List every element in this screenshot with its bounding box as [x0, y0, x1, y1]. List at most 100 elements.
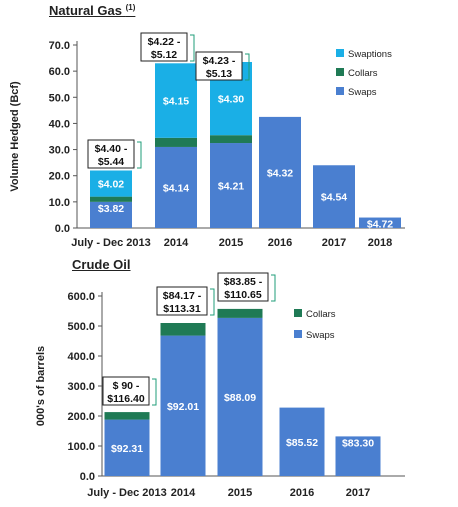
gas-swaps-data-label: $4.54: [321, 192, 347, 204]
gas-swaptions-data-label: $4.30: [218, 94, 244, 106]
gas-category-label: 2018: [368, 237, 392, 249]
gas-collar-range-high: $5.44: [98, 156, 124, 168]
gas-collar-range-high: $5.13: [206, 68, 232, 80]
oil-bar-swaps: [160, 335, 206, 476]
gas-bar-swaps: [155, 146, 197, 228]
gas-y-axis-label: Volume Hedged (Bcf): [9, 81, 21, 192]
oil-collar-range-high: $116.40: [107, 393, 145, 405]
gas-chart-title: Natural Gas (1): [49, 3, 136, 18]
gas-swaps-data-label: $4.32: [267, 167, 293, 179]
oil-tick-label: 100.0: [67, 441, 95, 453]
gas-collar-range-box: [87, 139, 135, 169]
gas-swaps-data-label: $4.14: [163, 182, 189, 194]
gas-collar-bracket: [137, 141, 142, 169]
gas-bar-swaps: [90, 201, 132, 228]
oil-tick-label: 0.0: [80, 471, 95, 483]
oil-collar-range-box: [217, 272, 269, 302]
oil-bar-collars: [217, 308, 263, 318]
gas-bar-swaptions: [90, 170, 132, 197]
gas-collar-range-low: $4.22 -: [148, 36, 181, 48]
oil-category-label: 2015: [228, 487, 252, 499]
oil-tick-label: 400.0: [67, 351, 95, 363]
oil-swaps-data-label: $88.09: [224, 392, 256, 404]
oil-bar-swaps: [335, 436, 381, 476]
oil-collar-range-high: $113.31: [163, 303, 201, 315]
gas-category-label: 2015: [219, 237, 243, 249]
oil-collar-range-box: [102, 376, 150, 406]
oil-bar-swaps: [217, 317, 263, 476]
oil-swaps-data-label: $92.01: [167, 401, 199, 413]
gas-swaptions-data-label: $4.15: [163, 96, 189, 108]
gas-collar-range-box: [140, 32, 188, 62]
gas-bar-swaps: [210, 143, 252, 228]
oil-category-label: 2017: [346, 487, 370, 499]
oil-collar-bracket: [210, 288, 215, 316]
oil-bar-collars: [104, 412, 150, 420]
oil-tick-label: 600.0: [67, 291, 95, 303]
gas-category-label: July - Dec 2013: [71, 237, 151, 249]
gas-tick-label: 60.0: [49, 66, 70, 78]
oil-bar-swaps: [104, 419, 150, 476]
gas-bar-swaps: [313, 165, 355, 228]
oil-category-label: July - Dec 2013: [87, 487, 167, 499]
gas-swaps-data-label: $3.82: [98, 203, 124, 215]
gas-tick-label: 70.0: [49, 40, 70, 52]
gas-swaptions-data-label: $4.02: [98, 179, 124, 191]
gas-legend-swatch: [336, 49, 344, 57]
oil-swaps-data-label: $83.30: [342, 437, 374, 449]
oil-tick-label: 300.0: [67, 381, 95, 393]
oil-collar-bracket: [271, 274, 276, 302]
gas-tick-label: 30.0: [49, 145, 70, 157]
gas-collar-bracket: [190, 34, 195, 62]
oil-collar-range-low: $83.85 -: [224, 276, 263, 288]
gas-bar-collars: [155, 137, 197, 147]
gas-category-label: 2017: [322, 237, 346, 249]
gas-chart: 0.0 10.0 20.0 30.0 40.0 50.0 60.0 70.0 Volume He…: [9, 32, 405, 249]
oil-chart-title: Crude Oil: [72, 257, 131, 272]
oil-collar-range-low: $ 90 -: [113, 380, 140, 392]
oil-legend-swatch: [294, 309, 302, 317]
oil-tick-label: 200.0: [67, 411, 95, 423]
gas-legend-label: Swaps: [348, 87, 377, 98]
oil-y-axis-label: 000's of barrels: [35, 346, 47, 426]
oil-legend-swatch: [294, 330, 302, 338]
gas-tick-label: 40.0: [49, 118, 70, 130]
gas-bar-swaps: [359, 217, 401, 228]
gas-legend-label: Swaptions: [348, 49, 392, 60]
oil-legend-label: Swaps: [306, 330, 335, 341]
oil-swaps-data-label: $85.52: [286, 437, 318, 449]
gas-category-label: 2016: [268, 237, 292, 249]
oil-tick-label: 500.0: [67, 321, 95, 333]
oil-swaps-data-label: $92.31: [111, 443, 143, 455]
oil-collar-range-low: $84.17 -: [163, 290, 202, 302]
gas-collar-range-high: $5.12: [151, 49, 177, 61]
oil-collar-bracket: [152, 378, 157, 406]
oil-collar-range-box: [156, 286, 208, 316]
gas-bar-collars: [210, 135, 252, 144]
oil-collar-range-high: $110.65: [224, 289, 262, 301]
gas-collar-range-low: $4.40 -: [95, 143, 128, 155]
gas-tick-label: 50.0: [49, 92, 70, 104]
gas-collar-range-box: [195, 51, 243, 81]
gas-tick-label: 0.0: [55, 223, 70, 235]
oil-bar-collars: [160, 323, 206, 336]
oil-category-label: 2014: [171, 487, 196, 499]
gas-legend-swatch: [336, 68, 344, 76]
gas-bar-swaps: [259, 116, 301, 228]
oil-bar-swaps: [279, 407, 325, 476]
gas-collar-bracket: [245, 53, 250, 81]
gas-swaps-data-label: $4.72: [367, 219, 393, 231]
oil-legend-label: Collars: [306, 309, 336, 320]
gas-collar-range-low: $4.23 -: [203, 55, 236, 67]
gas-legend-swatch: [336, 87, 344, 95]
gas-swaps-data-label: $4.21: [218, 181, 244, 193]
gas-tick-label: 20.0: [49, 171, 70, 183]
gas-legend-label: Collars: [348, 68, 378, 79]
gas-tick-label: 10.0: [49, 197, 70, 209]
gas-category-label: 2014: [164, 237, 189, 249]
gas-bar-swaptions: [155, 63, 197, 138]
gas-title-superscript: (1): [125, 3, 136, 12]
gas-bar-collars: [90, 196, 132, 202]
oil-category-label: 2016: [290, 487, 314, 499]
